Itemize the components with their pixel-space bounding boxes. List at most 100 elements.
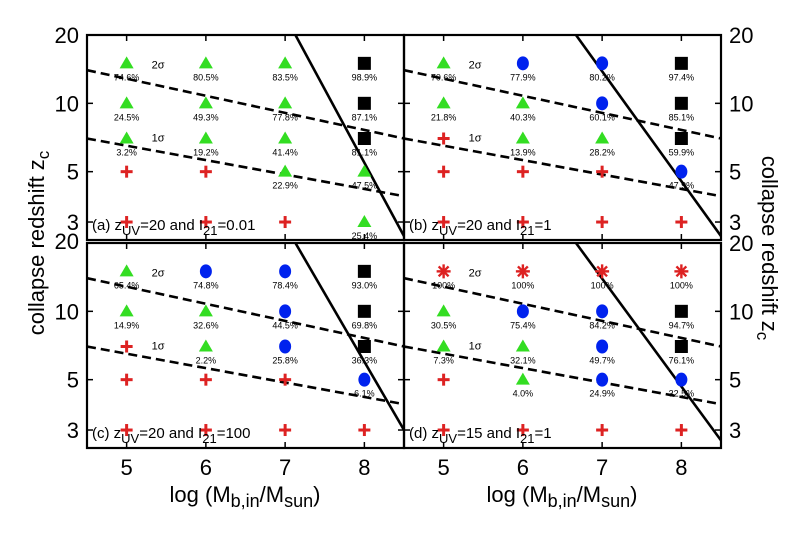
x-tick-label: 7 xyxy=(596,455,608,480)
square-marker xyxy=(674,96,688,110)
percent-label: 69.8% xyxy=(352,320,378,330)
panel-label-subscript: UV xyxy=(121,431,139,446)
panel-lines xyxy=(87,243,404,431)
y-tick-label-right: 3 xyxy=(729,210,741,235)
square-marker xyxy=(674,339,688,353)
percent-label: 24.5% xyxy=(114,112,140,122)
percent-label: 7.3% xyxy=(433,355,454,365)
x-axis-label-part: ) xyxy=(630,482,637,507)
sigma1-dashed-line xyxy=(404,137,721,198)
y-axis-label-subscript: c xyxy=(753,332,772,341)
x-tick-label: 6 xyxy=(200,455,212,480)
circle-marker xyxy=(596,56,609,71)
y-tick-label-right: 5 xyxy=(729,160,741,185)
x-axis-label-subscript: sun xyxy=(601,491,630,511)
panel-label-subscript: UV xyxy=(439,223,457,238)
x-axis-label-part: /M xyxy=(260,482,284,507)
percent-label: 83.5% xyxy=(272,72,298,82)
x-axis-label-subscript: b,in xyxy=(548,491,577,511)
percent-label: 28.2% xyxy=(589,147,615,157)
x-axis-label-part: ) xyxy=(313,482,320,507)
circle-marker xyxy=(279,264,292,279)
x-axis-label-part: log (M xyxy=(487,482,548,507)
sigma1-label: 1σ xyxy=(469,340,482,352)
circle-marker xyxy=(279,339,292,354)
panel-label-subscript: 21 xyxy=(203,223,217,238)
circle-marker xyxy=(199,264,212,279)
percent-label: 74.6% xyxy=(114,72,140,82)
y-axis-label-subscript: c xyxy=(34,150,53,159)
percent-label: 30.5% xyxy=(431,320,457,330)
percent-label: 4.0% xyxy=(513,389,534,399)
y-tick-label-left: 10 xyxy=(55,91,79,116)
cross-marker xyxy=(358,424,371,437)
percent-label: 25.8% xyxy=(272,355,298,365)
y-tick-label-left: 10 xyxy=(55,299,79,324)
triangle-marker xyxy=(278,56,293,69)
sigma1-dashed-line xyxy=(87,137,404,198)
triangle-marker xyxy=(515,372,530,385)
panel-label-part: (c) z xyxy=(92,425,121,442)
percent-label: 32.6% xyxy=(193,320,219,330)
cross-marker xyxy=(120,216,133,229)
triangle-marker xyxy=(198,339,213,352)
percent-label: 85.1% xyxy=(669,112,695,122)
circle-marker xyxy=(596,339,609,354)
y-axis-label-text: collapse redshift z xyxy=(24,159,49,335)
triangle-marker xyxy=(595,131,610,144)
triangle-marker xyxy=(436,339,451,352)
x-axis-label-part: /M xyxy=(577,482,601,507)
percent-label: 81.1% xyxy=(352,147,378,157)
panel-label-part: =0.01 xyxy=(218,217,256,234)
cross-marker xyxy=(279,216,292,229)
cross-marker xyxy=(199,373,212,386)
circle-marker xyxy=(675,372,688,387)
triangle-marker xyxy=(436,56,451,69)
triangle-marker xyxy=(198,56,213,69)
percent-label: 32.5% xyxy=(669,389,695,399)
square-marker xyxy=(674,131,688,145)
percent-label: 78.4% xyxy=(272,280,298,290)
sigma1-dashed-line xyxy=(87,345,404,406)
y-tick-label-left: 3 xyxy=(67,210,79,235)
cross-marker xyxy=(675,424,688,437)
panel-lines xyxy=(404,243,721,442)
cross-marker xyxy=(437,132,450,145)
triangle-marker xyxy=(198,304,213,317)
percent-label: 49.7% xyxy=(589,355,615,365)
cross-marker xyxy=(516,216,529,229)
panel-label-part: =20 and I xyxy=(457,217,520,234)
sigma2-label: 2σ xyxy=(469,267,482,279)
sigma2-label: 2σ xyxy=(152,59,165,71)
triangle-marker xyxy=(119,96,134,109)
panel-label-subscript: UV xyxy=(439,431,457,446)
percent-label: 60.1% xyxy=(589,112,615,122)
panel-label-subscript: 21 xyxy=(520,431,534,446)
percent-label: 2.2% xyxy=(196,355,217,365)
critical-solid-line xyxy=(294,243,404,431)
panel-label-part: =15 and I xyxy=(457,425,520,442)
circle-marker xyxy=(675,164,688,179)
panel-label-part: (d) z xyxy=(409,425,439,442)
sigma2-dashed-line xyxy=(87,68,404,140)
cross-marker xyxy=(596,216,609,229)
star-stroke xyxy=(437,265,450,278)
percent-label: 22.9% xyxy=(272,181,298,191)
y-tick-label-right: 20 xyxy=(729,23,753,48)
circle-marker xyxy=(596,96,609,111)
cross-marker xyxy=(516,424,529,437)
cross-marker xyxy=(596,424,609,437)
circle-marker xyxy=(516,304,529,319)
star-stroke xyxy=(517,265,529,278)
percent-label: 3.2% xyxy=(116,147,137,157)
triangle-marker xyxy=(119,304,134,317)
y-tick-label-left: 3 xyxy=(67,418,79,443)
x-tick-label: 8 xyxy=(358,455,370,480)
y-tick-label-right: 20 xyxy=(729,231,753,256)
circle-marker xyxy=(516,56,529,71)
triangle-marker xyxy=(515,96,530,109)
y-tick-label-right: 10 xyxy=(729,91,753,116)
triangle-marker xyxy=(278,164,293,177)
panel-label-part: =1 xyxy=(535,425,552,442)
